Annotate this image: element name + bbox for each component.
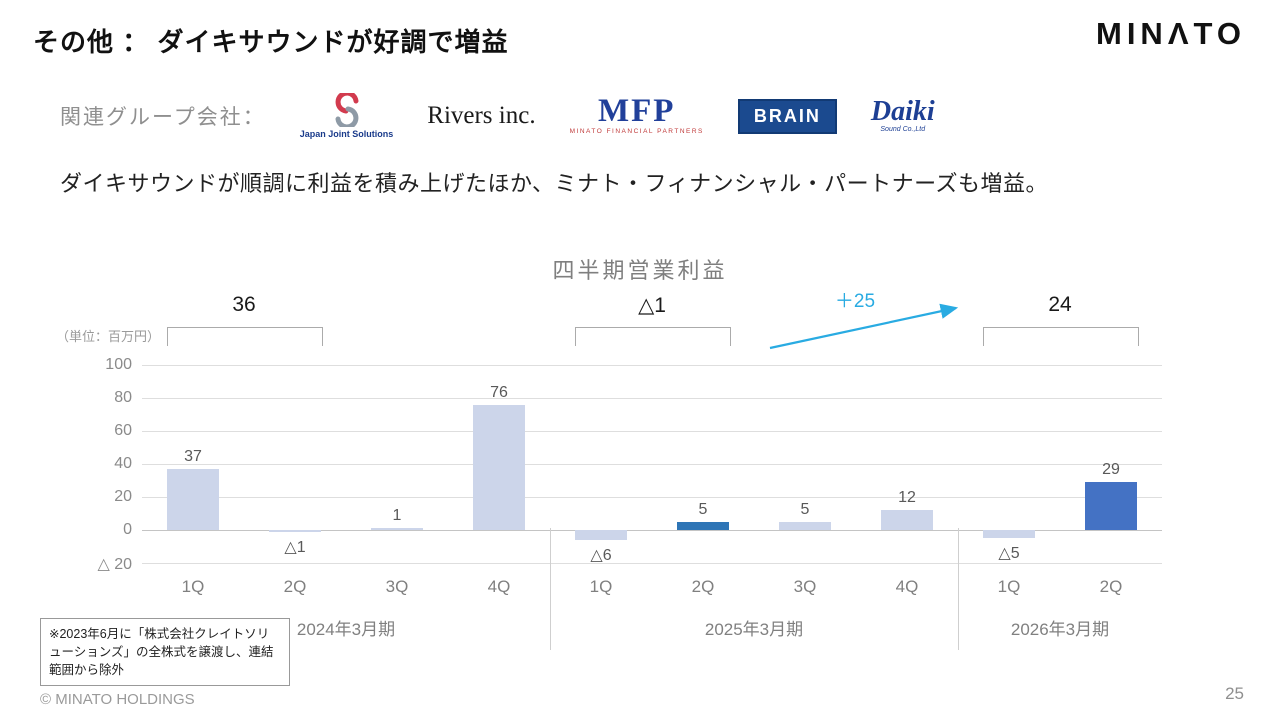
quarter-label: 1Q xyxy=(181,577,205,596)
half-year-sum-label: △1 xyxy=(638,294,666,317)
bar xyxy=(779,521,831,530)
y-axis-tick-label: 60 xyxy=(114,422,132,439)
jjs-logo-text: Japan Joint Solutions xyxy=(299,129,394,139)
company-logo-japan-joint-solutions: Japan Joint Solutions xyxy=(299,93,394,139)
chart-title: 四半期営業利益 xyxy=(552,258,728,283)
quarter-label: 2Q xyxy=(691,577,715,596)
bar xyxy=(371,528,423,531)
y-axis-tick-label: 40 xyxy=(114,455,132,472)
half-year-sum-label: 36 xyxy=(232,293,256,316)
y-axis-tick-label: △ 20 xyxy=(97,556,132,573)
half-year-bracket xyxy=(983,327,1139,346)
brain-logo-text: BRAIN xyxy=(737,98,837,134)
y-axis-tick-label: 100 xyxy=(105,356,132,373)
bar-value-label: 5 xyxy=(800,500,810,518)
group-companies-label: 関連グループ会社： xyxy=(60,106,266,129)
page-number: 25 xyxy=(1225,684,1244,703)
half-year-bracket xyxy=(575,327,731,346)
daiki-logo-text: Daiki xyxy=(870,96,935,128)
quarterly-operating-profit-chart: 37 △1 1 76 △6 5 5 12 △5 29 1Q 2Q 3Q 4Q 1Q 2Q 3Q 4Q 1Q 2Q 202… xyxy=(142,293,1162,650)
bar-value-label: 76 xyxy=(490,383,508,401)
quarter-label: 3Q xyxy=(793,577,817,596)
gridline xyxy=(142,431,1162,432)
quarter-label: 1Q xyxy=(997,577,1021,596)
quarter-label: 2Q xyxy=(283,577,307,596)
gridline xyxy=(142,365,1162,366)
company-logo-daiki: Daiki Sound Co.,Ltd xyxy=(870,96,935,133)
slide-title: その他 ： ダイキサウンドが好調で増益 xyxy=(33,27,509,57)
bar xyxy=(269,530,321,532)
bar-value-label: 5 xyxy=(698,500,708,518)
bar-value-label: 1 xyxy=(392,507,402,525)
half-year-bracket xyxy=(167,327,323,346)
year-label: 2024年3月期 xyxy=(296,620,396,639)
bar-value-label: △5 xyxy=(998,545,1020,563)
jjs-swirl-icon xyxy=(335,93,358,127)
year-label: 2025年3月期 xyxy=(704,620,804,639)
year-separator xyxy=(550,528,551,650)
company-logo-brain: BRAIN xyxy=(737,98,837,134)
description-text: ダイキサウンドが順調に利益を積み上げたほか、ミナト・フィナンシャル・パートナーズ… xyxy=(60,171,1049,196)
bar-value-label: 29 xyxy=(1102,461,1120,479)
copyright: © MINATO HOLDINGS xyxy=(40,691,195,708)
gridline xyxy=(142,398,1162,399)
gridline xyxy=(142,563,1162,564)
bar xyxy=(473,404,525,530)
bar xyxy=(677,521,729,530)
half-year-sum-label: 24 xyxy=(1048,293,1072,316)
gridline xyxy=(142,530,1162,531)
company-logo-rivers: Rivers inc. xyxy=(427,102,535,130)
bar-value-label: △6 xyxy=(590,546,612,564)
related-companies-row: 関連グループ会社： Japan Joint Solutions Rivers i… xyxy=(60,88,935,144)
quarter-label: 3Q xyxy=(385,577,409,596)
bar xyxy=(575,530,627,540)
y-axis-tick-label: 20 xyxy=(114,488,132,505)
mfp-logo-text: MFP xyxy=(598,92,676,129)
quarter-label: 4Q xyxy=(487,577,511,596)
year-separator xyxy=(958,528,959,650)
increase-arrow-label: ＋25 xyxy=(834,291,876,312)
y-axis-tick-label: 80 xyxy=(114,389,132,406)
y-axis-tick-label: 0 xyxy=(123,521,132,538)
bar xyxy=(881,510,933,530)
bar-value-label: △1 xyxy=(284,538,306,556)
rivers-logo-text: Rivers inc. xyxy=(427,102,536,129)
footnote: ※2023年6月に「株式会社クレイトソリューションズ」の全株式を譲渡し、連結範囲… xyxy=(40,618,290,687)
daiki-logo-subtext: Sound Co.,Ltd xyxy=(880,125,926,133)
mfp-logo-subtext: MINATO FINANCIAL PARTNERS xyxy=(569,128,704,136)
quarter-label: 2Q xyxy=(1099,577,1123,596)
gridline xyxy=(142,497,1162,498)
bar xyxy=(983,530,1035,539)
bar-value-label: 12 xyxy=(898,489,916,507)
year-label: 2026年3月期 xyxy=(1010,620,1110,639)
minato-logo: MINΛTO xyxy=(1096,16,1246,51)
increase-arrow-icon xyxy=(769,303,959,350)
quarter-label: 1Q xyxy=(589,577,613,596)
bar-value-label: 37 xyxy=(184,447,202,465)
bar xyxy=(1085,482,1137,530)
company-logo-mfp: MFP MINATO FINANCIAL PARTNERS xyxy=(569,92,704,136)
unit-label: （単位：百万円） xyxy=(56,329,161,344)
bar xyxy=(167,468,219,530)
y-axis: 100 80 60 40 20 0 △ 20 xyxy=(62,356,132,573)
quarter-label: 4Q xyxy=(895,577,919,596)
gridline xyxy=(142,464,1162,465)
